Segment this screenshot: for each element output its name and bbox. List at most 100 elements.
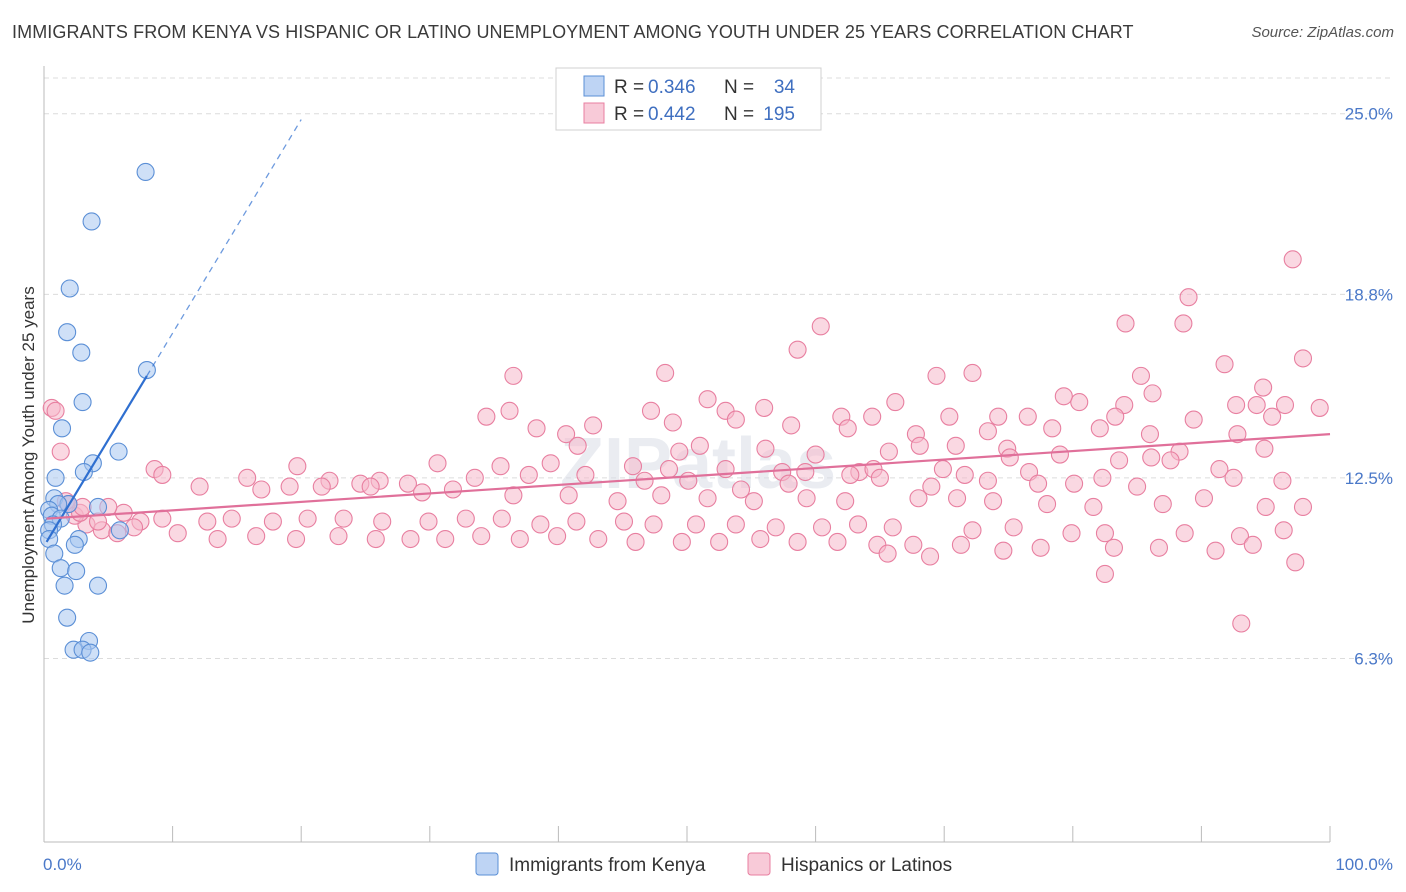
data-point bbox=[909, 489, 928, 508]
data-point bbox=[1293, 497, 1313, 517]
data-point bbox=[559, 486, 578, 505]
x-tick-labels: 0.0% 100.0% bbox=[43, 855, 1393, 874]
data-point bbox=[548, 527, 567, 546]
x-tick-label: 0.0% bbox=[43, 855, 82, 874]
data-point bbox=[1054, 387, 1073, 406]
legend-swatch bbox=[583, 102, 605, 124]
data-point bbox=[870, 468, 889, 487]
data-point bbox=[1153, 495, 1172, 514]
data-point bbox=[663, 413, 682, 432]
legend-n-value: 34 bbox=[774, 77, 796, 98]
data-point bbox=[1029, 474, 1048, 493]
data-point bbox=[614, 512, 634, 531]
legend-n-value: 195 bbox=[763, 104, 795, 125]
data-point bbox=[838, 419, 857, 438]
data-point bbox=[1070, 393, 1089, 412]
data-point bbox=[398, 474, 417, 493]
data-point bbox=[1142, 448, 1161, 467]
legend-swatch bbox=[475, 852, 499, 876]
data-point bbox=[948, 489, 967, 508]
data-point bbox=[527, 419, 546, 438]
data-point bbox=[679, 471, 698, 490]
data-point bbox=[288, 457, 307, 476]
data-point bbox=[1095, 524, 1114, 543]
data-point bbox=[510, 529, 529, 549]
data-point bbox=[904, 535, 923, 554]
data-point bbox=[690, 436, 709, 455]
data-point bbox=[989, 407, 1008, 426]
data-point bbox=[1293, 349, 1313, 368]
data-point bbox=[153, 465, 172, 484]
data-point bbox=[373, 512, 392, 531]
data-point bbox=[110, 521, 129, 540]
data-point bbox=[153, 509, 172, 528]
data-point bbox=[940, 407, 959, 426]
data-point bbox=[1232, 614, 1251, 633]
source-credit: Source: ZipAtlas.com bbox=[1251, 24, 1394, 41]
data-point bbox=[222, 509, 241, 528]
data-point bbox=[557, 425, 576, 444]
watermark: ZIPatlas bbox=[560, 424, 836, 504]
data-point bbox=[361, 477, 380, 496]
data-point bbox=[1286, 553, 1305, 572]
data-point bbox=[88, 497, 108, 517]
data-point bbox=[1215, 355, 1234, 374]
data-point bbox=[1000, 448, 1019, 467]
data-point bbox=[879, 442, 898, 461]
data-point bbox=[531, 515, 550, 534]
data-point bbox=[623, 457, 643, 476]
data-point bbox=[812, 518, 832, 537]
data-point bbox=[984, 492, 1003, 511]
data-point bbox=[472, 527, 491, 546]
data-point bbox=[334, 509, 353, 528]
y-tick-label: 12.5% bbox=[1345, 469, 1393, 488]
data-point bbox=[428, 454, 447, 473]
data-point bbox=[287, 529, 306, 549]
data-point bbox=[686, 515, 706, 534]
data-point bbox=[1230, 527, 1250, 546]
trend-line bbox=[45, 375, 148, 543]
trend-line bbox=[46, 433, 1331, 520]
data-point bbox=[797, 489, 816, 508]
data-point bbox=[1274, 521, 1293, 540]
data-point bbox=[863, 407, 882, 426]
y-tick-label: 18.8% bbox=[1345, 285, 1393, 304]
data-point bbox=[878, 544, 897, 563]
data-point bbox=[280, 477, 299, 496]
data-point bbox=[52, 419, 72, 438]
axes bbox=[43, 66, 1331, 843]
data-point bbox=[312, 477, 331, 496]
data-point bbox=[519, 465, 538, 484]
data-point bbox=[1243, 535, 1262, 554]
data-point bbox=[329, 527, 348, 546]
legend-n-label: N = bbox=[724, 104, 754, 125]
data-point bbox=[779, 474, 798, 493]
data-point bbox=[933, 460, 952, 479]
data-point bbox=[796, 462, 815, 482]
data-point bbox=[698, 390, 717, 409]
data-point bbox=[1228, 425, 1247, 444]
data-point bbox=[644, 515, 663, 534]
data-point bbox=[1256, 497, 1275, 517]
data-point bbox=[137, 361, 156, 380]
data-point bbox=[504, 366, 523, 385]
data-point bbox=[190, 477, 209, 496]
data-point bbox=[806, 445, 825, 464]
data-point bbox=[55, 576, 74, 595]
data-point bbox=[698, 489, 717, 508]
legend-r-label: R = bbox=[614, 77, 644, 98]
data-point bbox=[568, 436, 587, 455]
data-point bbox=[756, 439, 775, 458]
data-point bbox=[788, 532, 807, 551]
legend-n-label: N = bbox=[724, 77, 754, 98]
chart-title: IMMIGRANTS FROM KENYA VS HISPANIC OR LAT… bbox=[12, 22, 1134, 42]
data-point bbox=[811, 317, 830, 336]
data-point bbox=[1255, 439, 1274, 458]
data-point bbox=[584, 416, 603, 435]
x-tick-label: 100.0% bbox=[1335, 855, 1393, 874]
data-point bbox=[922, 477, 941, 496]
data-point bbox=[656, 363, 675, 383]
data-point bbox=[963, 521, 982, 540]
data-point bbox=[910, 436, 929, 455]
